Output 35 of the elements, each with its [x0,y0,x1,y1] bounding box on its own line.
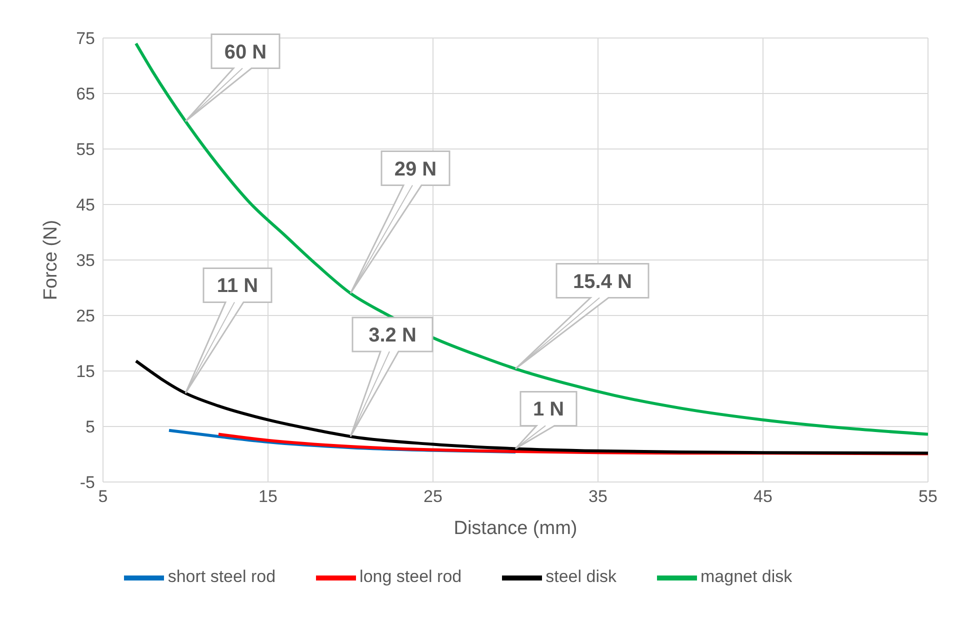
callout-box: 15.4 N [514,263,650,370]
y-tick-label: 35 [76,251,95,270]
x-tick-label: 5 [98,487,108,506]
callout-box: 60 N [184,34,280,122]
y-tick-label: 25 [76,306,95,326]
x-tick-label: 55 [918,487,938,506]
annotation: 3.2 N [368,324,416,346]
annotation: 1 N [532,398,564,421]
y-tick-label: 45 [76,196,95,215]
line-series [134,42,928,436]
legend-label: magnet disk [700,567,792,586]
line-series [134,360,928,455]
legend-label: steel disk [546,567,616,586]
x-tick-label: 25 [424,487,442,506]
y-axis-title: Force (N) [40,220,62,300]
annotation: 11 N [216,275,258,298]
y-tick-label: 15 [76,362,95,382]
callout-box: 3.2 N [350,316,434,438]
legend-label: short steel rod [168,567,276,586]
legend-label: long steel rod [360,567,462,586]
x-axis-title: Distance (mm) [454,518,578,539]
y-tick-label: 55 [76,140,95,160]
annotation: 29 N [394,158,437,180]
y-tick-label: 5 [86,418,95,437]
x-tick-label: 45 [754,487,772,506]
x-tick-label: 35 [588,487,608,506]
y-tick-label: -5 [80,473,95,492]
annotation: 15.4 N [573,270,632,293]
x-tick-label: 15 [258,487,278,506]
callout-box: 11 N [184,267,272,394]
y-tick-label: 75 [76,29,95,48]
annotation: 60 N [224,41,267,64]
y-tick-label: 65 [76,84,95,104]
callout-box: 1 N [514,390,578,450]
callout-box: 29 N [350,150,450,294]
